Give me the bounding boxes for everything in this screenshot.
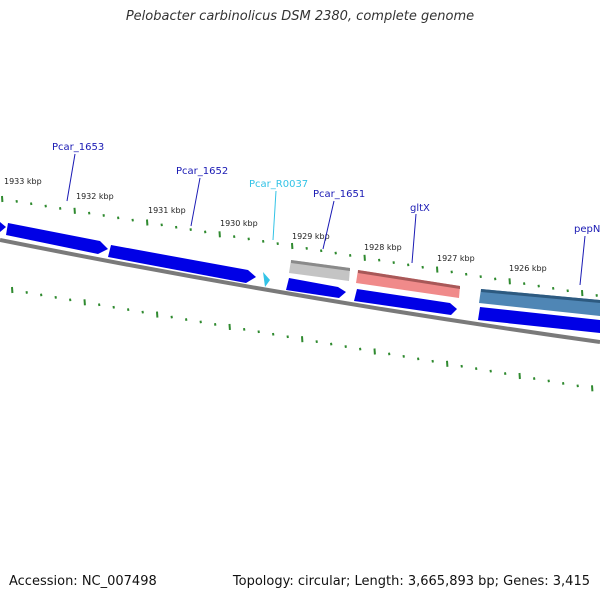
leader-pcar-r0037 [272,190,277,241]
gene-labels: Pcar_1653 Pcar_1652 Pcar_R0037 Pcar_1651… [52,142,600,235]
gene-arrow-pcar-1652[interactable] [108,245,256,283]
gene-label-pcar-r0037[interactable]: Pcar_R0037 [249,179,308,190]
scale-label-1930: 1930 kbp [220,219,258,228]
leader-pcar-1653 [66,153,76,202]
rna-arrow-pcar-r0037[interactable] [263,272,270,287]
gene-arrow-edge[interactable] [0,222,6,232]
scale-labels: 1933 kbp 1932 kbp 1931 kbp 1930 kbp 1929… [4,177,547,273]
accession-text: Accession: NC_007498 [9,574,157,589]
gene-arrow-pepn[interactable] [478,307,600,333]
gene-label-pepn[interactable]: pepN [574,224,600,235]
gene-label-gltx[interactable]: gltX [410,203,430,214]
cds-pepn[interactable] [479,289,600,316]
scale-ticks-inner [11,286,594,392]
scale-label-1926: 1926 kbp [509,264,547,273]
gene-arrow-pcar-1651[interactable] [286,278,346,298]
gene-arrow-gltx[interactable] [354,289,457,315]
scale-label-1928: 1928 kbp [364,243,402,252]
leader-pcar-1652 [190,177,201,227]
scale-label-1932: 1932 kbp [76,192,114,201]
gene-label-pcar-1652[interactable]: Pcar_1652 [176,166,228,177]
cds-gltx[interactable] [356,270,460,298]
leader-gltx [411,213,417,264]
gene-label-pcar-1651[interactable]: Pcar_1651 [313,189,365,200]
gene-label-pcar-1653[interactable]: Pcar_1653 [52,142,104,153]
leader-pepn [579,235,586,286]
label-leaders [66,153,586,286]
cds-pcar-1651[interactable] [289,260,350,281]
leader-pcar-1651 [322,200,335,250]
scale-label-1929: 1929 kbp [292,232,330,241]
genome-summary-text: Topology: circular; Length: 3,665,893 bp… [232,574,590,589]
gene-arrow-pcar-1653[interactable] [6,223,108,254]
map-title: Pelobacter carbinolicus DSM 2380, comple… [125,9,475,24]
scale-label-1927: 1927 kbp [437,254,475,263]
scale-label-1931: 1931 kbp [148,206,186,215]
genome-backbone [0,238,600,344]
scale-ticks-outer [1,195,598,297]
scale-label-1933: 1933 kbp [4,177,42,186]
